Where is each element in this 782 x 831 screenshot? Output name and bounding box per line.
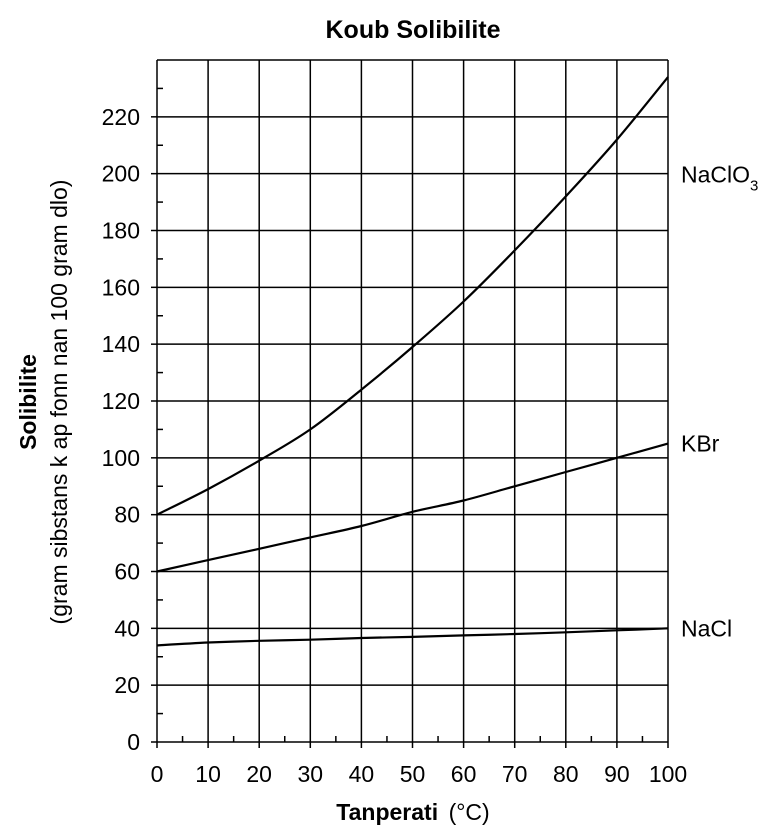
y-tick-label: 180 xyxy=(102,218,140,244)
x-tick-label: 100 xyxy=(649,761,687,787)
x-tick-label: 20 xyxy=(246,761,272,787)
y-tick-label: 80 xyxy=(114,502,140,528)
y-axis-title-sub: (gram sibstans k ap fonn nan 100 gram dl… xyxy=(46,180,72,625)
chart-title: Koub Solibilite xyxy=(326,16,501,44)
series-label-nacl: NaCl xyxy=(681,615,732,641)
y-tick-label: 40 xyxy=(114,615,140,641)
x-axis-title: Tanperati (°C) xyxy=(336,799,489,825)
y-axis-title-main: Solibilite xyxy=(15,354,41,450)
series-labels: NaClO3 KBr NaCl xyxy=(681,162,758,642)
y-tick-label: 140 xyxy=(102,331,140,357)
y-tick-labels: 0 20 40 60 80 100 120 140 160 180 200 220 xyxy=(102,104,140,755)
minor-ticks xyxy=(151,87,669,748)
series-line-nacl xyxy=(156,627,669,647)
x-tick-label: 60 xyxy=(451,761,477,787)
y-tick-label: 60 xyxy=(114,559,140,585)
x-axis-title-main: Tanperati xyxy=(336,799,438,825)
y-tick-label: 20 xyxy=(114,672,140,698)
x-tick-label: 30 xyxy=(298,761,324,787)
x-tick-label: 70 xyxy=(502,761,528,787)
x-tick-label: 0 xyxy=(151,761,164,787)
x-tick-label: 50 xyxy=(400,761,426,787)
series-label-naclo3: NaClO3 xyxy=(681,162,758,195)
x-axis-title-unit: (°C) xyxy=(449,799,490,825)
y-tick-label: 200 xyxy=(102,161,140,187)
x-tick-label: 90 xyxy=(604,761,630,787)
y-tick-label: 160 xyxy=(102,274,140,300)
x-tick-labels: 0 10 20 30 40 50 60 70 80 90 100 xyxy=(151,761,688,787)
y-tick-label: 100 xyxy=(102,445,140,471)
x-tick-label: 80 xyxy=(553,761,579,787)
y-tick-label: 0 xyxy=(127,729,140,755)
y-tick-label: 220 xyxy=(102,104,140,130)
series-line-naclo3 xyxy=(156,76,669,516)
x-tick-label: 10 xyxy=(195,761,221,787)
series-label-kbr: KBr xyxy=(681,431,720,457)
y-tick-label: 120 xyxy=(102,388,140,414)
series-line-kbr xyxy=(156,442,669,573)
series-lines xyxy=(156,76,669,647)
x-tick-label: 40 xyxy=(349,761,375,787)
grid-lines xyxy=(156,59,669,743)
